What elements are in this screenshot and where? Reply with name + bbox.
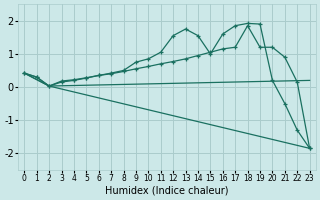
X-axis label: Humidex (Indice chaleur): Humidex (Indice chaleur) bbox=[105, 186, 229, 196]
